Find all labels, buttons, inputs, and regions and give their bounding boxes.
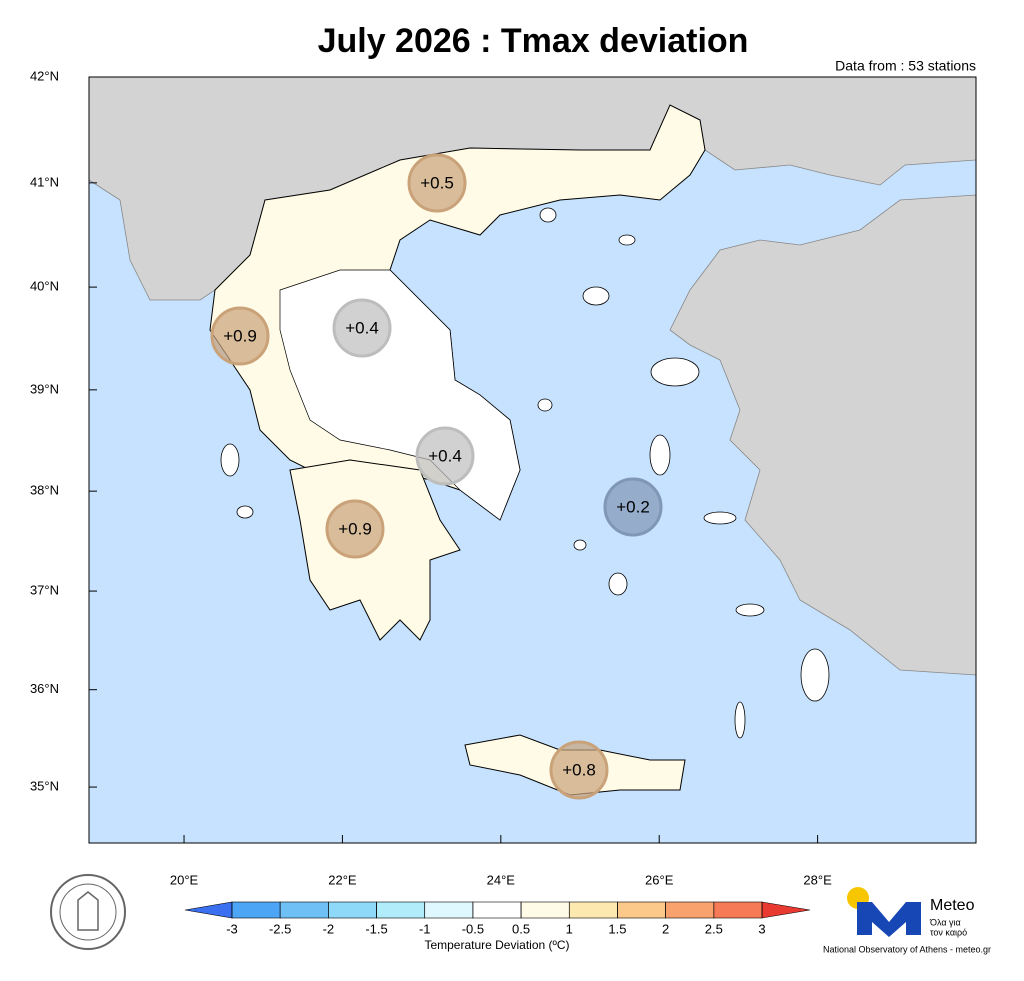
logo-footer: National Observatory of Athens - meteo.g… — [823, 944, 991, 954]
x-tick-label: 20°E — [170, 872, 199, 887]
meteo-logo: Meteo Όλα για τον καιρό National Observa… — [823, 887, 991, 954]
deviation-label: +0.5 — [420, 173, 454, 192]
y-tick-label: 36°N — [30, 681, 59, 696]
colorbar-bin — [568, 901, 618, 919]
y-tick-label: 37°N — [30, 583, 59, 598]
y-tick-label: 35°N — [30, 779, 59, 794]
colorbar-tick-label: -2.5 — [269, 921, 291, 936]
colorbar-tick-label: 2.5 — [705, 921, 723, 936]
colorbar-bin — [376, 901, 426, 919]
colorbar-tick-label: 1 — [566, 921, 573, 936]
deviation-marker — [415, 426, 475, 486]
colorbar-bin — [665, 901, 715, 919]
logo-slogan: τον καιρό — [930, 927, 967, 937]
deviation-marker — [407, 153, 467, 213]
logo-slogan: Όλα για — [929, 917, 961, 927]
x-tick-label: 24°E — [487, 872, 516, 887]
colorbar-label: Temperature Deviation (ºC) — [424, 938, 569, 952]
y-tick-label: 41°N — [30, 174, 59, 189]
x-tick-label: 28°E — [803, 872, 832, 887]
deviation-marker — [210, 306, 270, 366]
deviation-label: +0.2 — [616, 497, 650, 516]
colorbar-tick-label: 0.5 — [512, 921, 530, 936]
y-tick-label: 38°N — [30, 483, 59, 498]
colorbar-bin — [328, 901, 377, 919]
colorbar-tick-label: -2 — [323, 921, 335, 936]
x-tick-label: 22°E — [328, 872, 357, 887]
colorbar-tick-label: -1 — [419, 921, 431, 936]
observatory-seal — [50, 874, 126, 950]
y-tick-label: 40°N — [30, 279, 59, 294]
deviation-label: +0.9 — [223, 326, 257, 345]
colorbar-bin — [279, 901, 329, 919]
map-area — [89, 77, 976, 843]
colorbar-tick-label: -0.5 — [462, 921, 484, 936]
colorbar-bin — [231, 901, 281, 919]
colorbar-bin — [520, 901, 570, 919]
deviation-marker — [603, 477, 663, 537]
deviation-label: +0.9 — [338, 519, 372, 538]
deviation-marker — [325, 499, 385, 559]
deviation-label: +0.8 — [562, 760, 596, 779]
colorbar-tick-label: 2 — [662, 921, 669, 936]
colorbar-bin — [617, 901, 666, 919]
y-tick-label: 39°N — [30, 381, 59, 396]
logo-name: Meteo — [930, 897, 975, 914]
y-tick-label: 42°N — [30, 68, 59, 83]
map-frame — [88, 76, 977, 844]
colorbar-over — [761, 901, 811, 919]
turkey — [669, 194, 976, 676]
map-title: July 2026 : Tmax deviation — [318, 22, 749, 60]
x-tick-label: 26°E — [645, 872, 674, 887]
colorbar-bin — [472, 901, 522, 919]
islands — [220, 207, 830, 739]
colorbar-tick-label: 1.5 — [608, 921, 626, 936]
colorbar-tick-label: 3 — [758, 921, 765, 936]
deviation-label: +0.4 — [428, 446, 462, 465]
deviation-marker — [549, 740, 609, 800]
colorbar-bin — [424, 901, 474, 919]
deviation-label: +0.4 — [345, 318, 379, 337]
colorbar-bin — [713, 901, 763, 919]
deviation-marker — [332, 298, 392, 358]
colorbar-tick-label: -3 — [226, 921, 238, 936]
map-subtitle: Data from : 53 stations — [835, 58, 976, 74]
colorbar-tick-label: -1.5 — [365, 921, 387, 936]
colorbar-under — [184, 901, 233, 919]
